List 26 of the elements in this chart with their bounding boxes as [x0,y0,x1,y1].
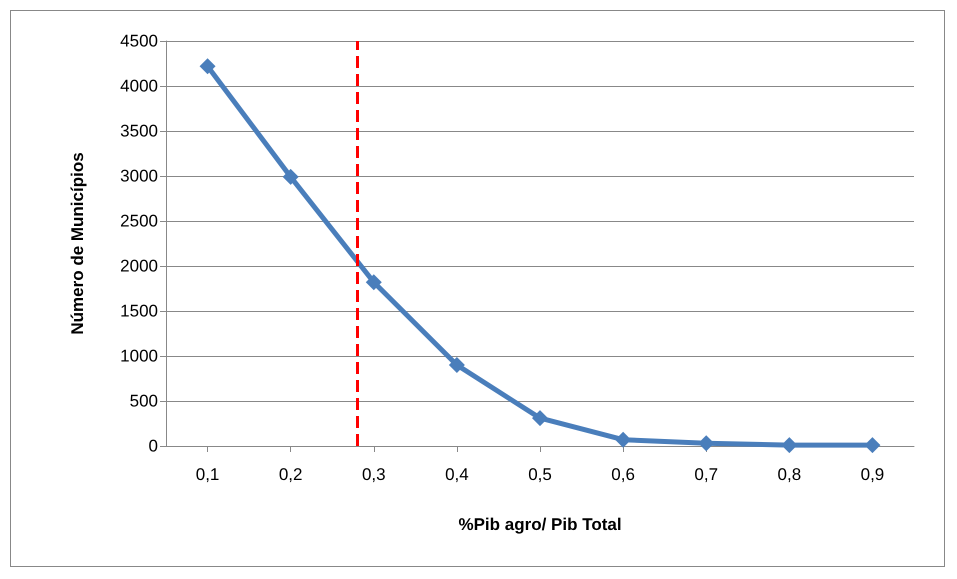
y-axis-title: Número de Municípios [68,152,87,335]
y-tick-label: 0 [148,436,158,456]
point [532,410,548,426]
y-tick-label: 2000 [120,256,158,276]
x-tick-label: 0,5 [528,465,552,484]
y-tick-label: 500 [130,392,158,410]
x-tick-label: 0,2 [278,465,302,484]
x-tick-label: 0,9 [860,465,884,484]
y-tick-label: 1500 [120,302,158,320]
x-tick-label: 0,7 [694,465,718,484]
point [200,58,216,74]
y-tick-label: 3500 [120,122,158,140]
x-tick-label: 0,1 [196,465,220,484]
y-tick-label: 1000 [120,346,158,366]
x-axis-title: %Pib agro/ Pib Total [458,515,622,534]
point [448,357,465,373]
point [366,274,382,290]
x-tick-label: 0,3 [362,465,386,484]
x-tick-label: 0,6 [611,465,635,484]
y-tick-label: 3000 [120,166,158,186]
y-tick-label: 4500 [120,32,158,50]
y-tick-label: 2500 [120,212,158,230]
point [282,168,299,185]
y-tick-label: 4000 [120,76,158,96]
x-tick-label: 0,8 [778,465,802,484]
x-tick-label: 0,4 [445,465,469,484]
